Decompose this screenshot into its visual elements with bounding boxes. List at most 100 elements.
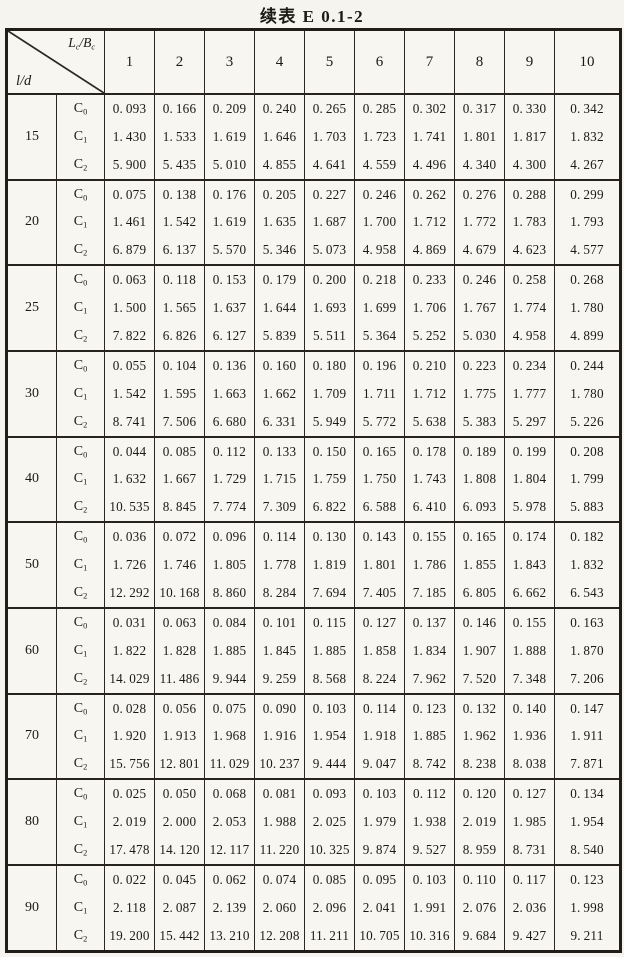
value-cell: 1. 430: [104, 123, 155, 151]
value-cell: 8. 224: [354, 664, 405, 694]
value-cell: 1. 767: [454, 294, 505, 322]
value-cell: 4. 641: [304, 150, 355, 180]
value-cell: 0. 134: [554, 778, 621, 809]
value-cell: 0. 118: [154, 264, 205, 295]
value-cell: 1. 780: [554, 294, 621, 322]
value-cell: 5. 883: [554, 493, 621, 523]
coefficient-label: C2: [56, 835, 105, 865]
value-cell: 0. 050: [154, 778, 205, 809]
coefficient-label: C0: [56, 349, 105, 381]
value-cell: 10. 705: [354, 921, 405, 952]
value-cell: 10. 316: [404, 921, 455, 952]
value-cell: 0. 165: [354, 435, 405, 466]
coefficient-label: C1: [56, 380, 105, 408]
value-cell: 7. 405: [354, 578, 405, 608]
coefficient-label: C2: [56, 750, 105, 780]
value-cell: 1. 805: [204, 551, 255, 579]
column-header: 1: [104, 29, 155, 95]
coefficient-label: C1: [56, 294, 105, 322]
value-cell: 1. 870: [554, 637, 621, 665]
value-cell: 1. 663: [204, 380, 255, 408]
value-cell: 0. 132: [454, 692, 505, 723]
coefficient-label: C1: [56, 722, 105, 751]
value-cell: 0. 246: [354, 178, 405, 209]
table-title: 续表 E 0.1-2: [259, 7, 365, 26]
value-cell: 7. 520: [454, 664, 505, 694]
value-cell: 1. 858: [354, 637, 405, 665]
value-cell: 0. 174: [504, 521, 555, 552]
value-cell: 12. 117: [204, 835, 255, 865]
column-header: 4: [254, 29, 305, 95]
header-row: Lc/Bc l/d 1 2 3 4 5 6 7 8 9 10: [6, 29, 621, 95]
value-cell: 9. 427: [504, 921, 555, 952]
value-cell: 0. 085: [154, 435, 205, 466]
value-cell: 7. 822: [104, 321, 155, 351]
value-cell: 0. 179: [254, 264, 305, 295]
value-cell: 1. 801: [354, 551, 405, 579]
value-cell: 1. 907: [454, 637, 505, 665]
value-cell: 1. 712: [404, 208, 455, 237]
ld-group-label: 20: [6, 178, 57, 266]
value-cell: 1. 693: [304, 294, 355, 322]
value-cell: 0. 068: [204, 778, 255, 809]
value-cell: 1. 542: [104, 380, 155, 408]
value-cell: 1. 979: [354, 808, 405, 836]
value-cell: 5. 252: [404, 321, 455, 351]
value-cell: 7. 348: [504, 664, 555, 694]
value-cell: 1. 804: [504, 465, 555, 494]
value-cell: 4. 679: [454, 236, 505, 266]
value-cell: 5. 435: [154, 150, 205, 180]
value-cell: 0. 095: [354, 863, 405, 895]
value-cell: 11. 220: [254, 835, 305, 865]
value-cell: 0. 268: [554, 264, 621, 295]
value-cell: 4. 958: [354, 236, 405, 266]
value-cell: 0. 200: [304, 264, 355, 295]
value-cell: 0. 299: [554, 178, 621, 209]
value-cell: 0. 165: [454, 521, 505, 552]
column-header: 9: [504, 29, 555, 95]
coefficient-label: C0: [56, 863, 105, 895]
table-row: C2 15. 756 12. 801 11. 029 10. 237 9. 444 9. 0…: [7, 750, 621, 780]
value-cell: 7. 206: [554, 664, 621, 694]
value-cell: 1. 746: [154, 551, 205, 579]
value-cell: 0. 123: [554, 863, 621, 895]
value-cell: 5. 346: [254, 236, 305, 266]
table-row: 25 C0 0. 063 0. 118 0. 153 0. 179 0. 200 0. 218…: [6, 264, 621, 351]
value-cell: 0. 342: [554, 92, 621, 124]
value-cell: 8. 568: [304, 664, 355, 694]
value-cell: 0. 055: [104, 349, 155, 381]
value-cell: 1. 822: [104, 637, 155, 665]
coefficient-label: C1: [56, 808, 105, 836]
value-cell: 0. 150: [304, 435, 355, 466]
value-cell: 1. 595: [154, 380, 205, 408]
value-cell: 0. 155: [504, 606, 555, 638]
corner-cell: Lc/Bc l/d: [6, 29, 105, 95]
corner-top-label: Lc/Bc: [68, 35, 95, 52]
diagonal-divider-line: [8, 31, 104, 93]
table-row: C2 12. 292 10. 168 8. 860 8. 284 7. 694 7. 405…: [7, 578, 621, 608]
value-cell: 5. 297: [504, 407, 555, 437]
value-cell: 1. 774: [504, 294, 555, 322]
value-cell: 0. 276: [454, 178, 505, 209]
value-cell: 6. 680: [204, 407, 255, 437]
value-cell: 6. 805: [454, 578, 505, 608]
coefficient-label: C0: [56, 606, 105, 638]
value-cell: 0. 227: [304, 178, 355, 209]
column-header: 6: [354, 29, 405, 95]
value-cell: 1. 712: [404, 380, 455, 408]
ld-group-label: 60: [6, 606, 57, 694]
value-cell: 4. 577: [554, 236, 621, 266]
value-cell: 1. 644: [254, 294, 305, 322]
value-cell: 0. 209: [204, 92, 255, 124]
value-cell: 8. 038: [504, 750, 555, 780]
value-cell: 1. 667: [154, 465, 205, 494]
value-cell: 0. 127: [354, 606, 405, 638]
value-cell: 1. 729: [204, 465, 255, 494]
table-row: C1 1. 822 1. 828 1. 885 1. 845 1. 885 1. 858 1.…: [7, 637, 621, 665]
value-cell: 0. 246: [454, 264, 505, 295]
value-cell: 1. 723: [354, 123, 405, 151]
value-cell: 0. 075: [104, 178, 155, 209]
value-cell: 2. 000: [154, 808, 205, 836]
value-cell: 1. 968: [204, 722, 255, 751]
value-cell: 0. 093: [104, 92, 155, 124]
